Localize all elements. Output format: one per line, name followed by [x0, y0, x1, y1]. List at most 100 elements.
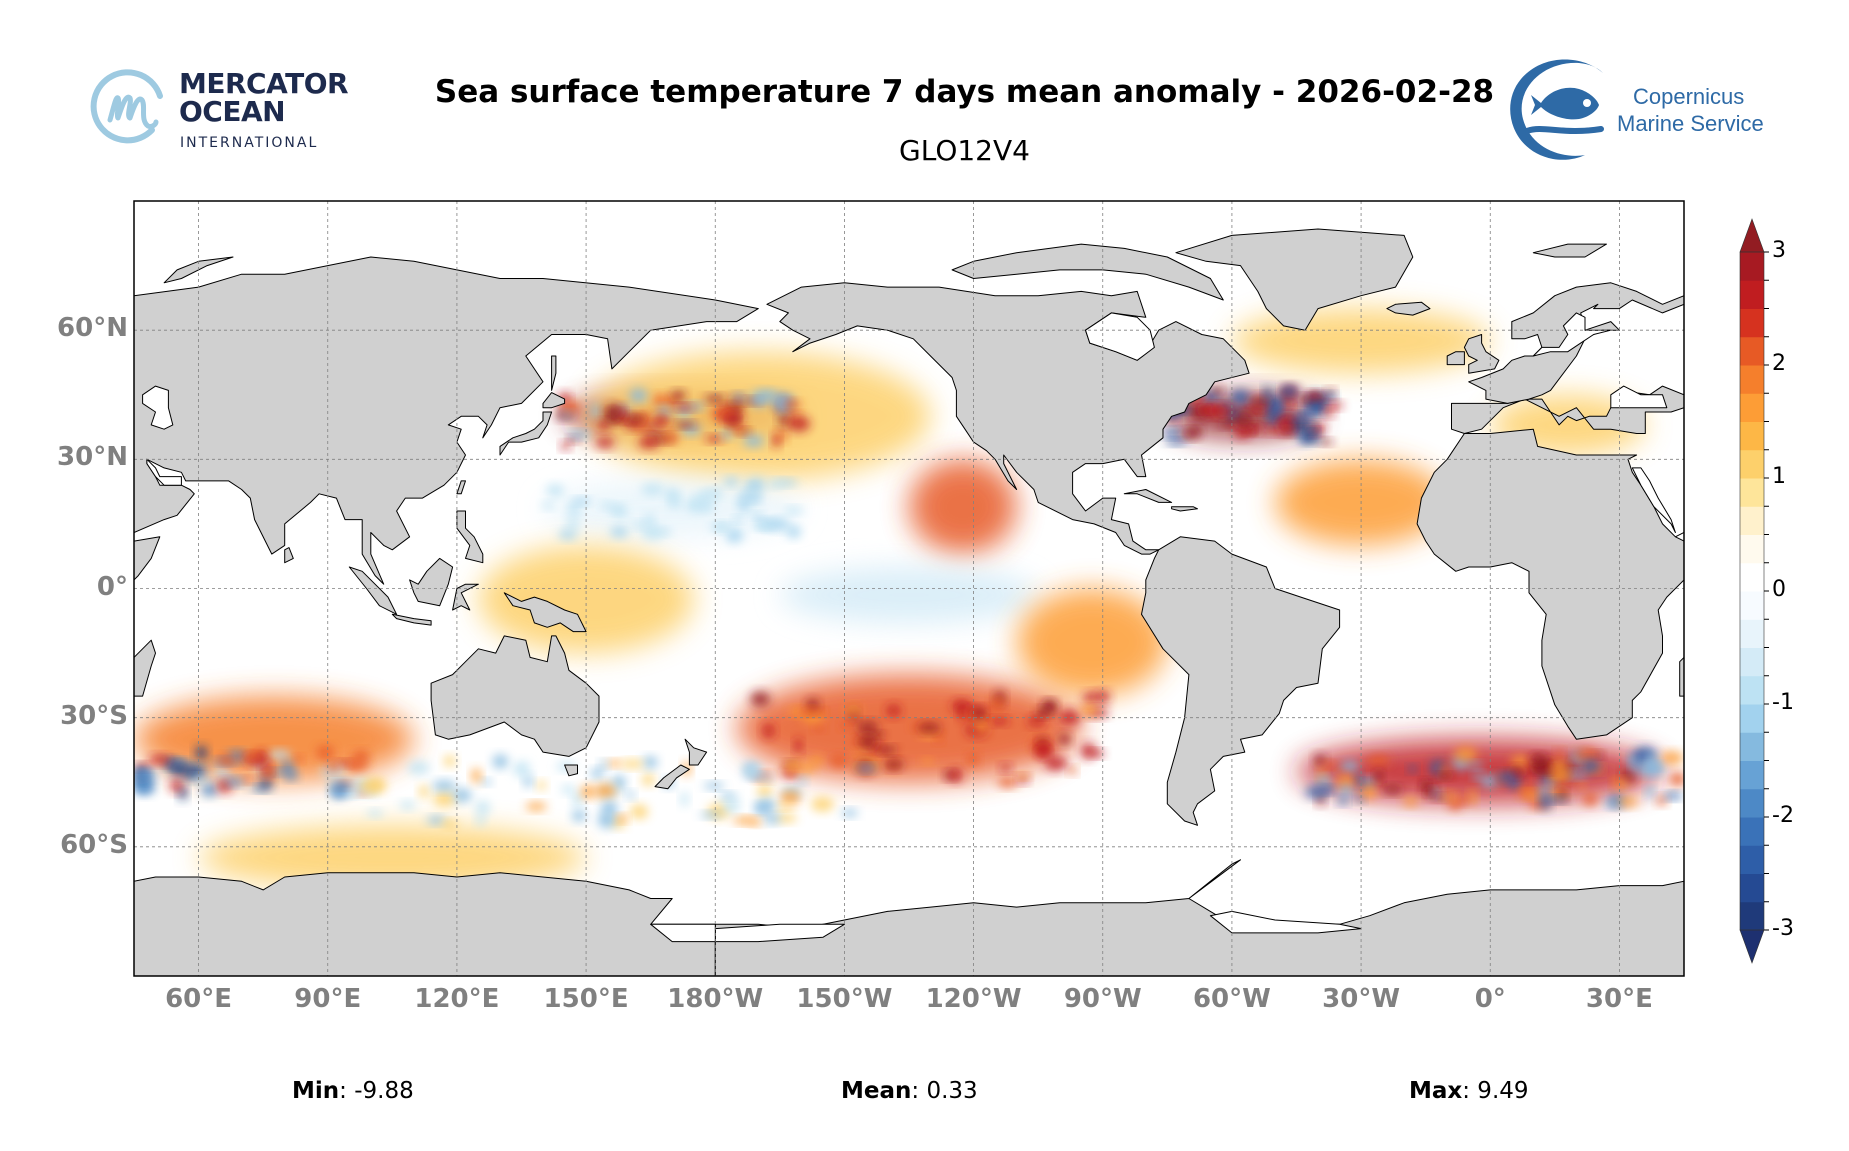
anomaly-eddy [858, 734, 877, 749]
anomaly-eddy [541, 501, 555, 510]
anomaly-eddy [722, 412, 745, 425]
anomaly-eddy [1497, 771, 1516, 783]
land-antarctica [134, 872, 716, 976]
anomaly-eddy [1288, 418, 1311, 433]
land-philippines [456, 510, 484, 564]
anomaly-eddy [625, 413, 646, 423]
colorbar-level [1740, 704, 1764, 733]
anomaly-eddy [268, 749, 291, 761]
stat-min: Min: -9.88 [292, 1078, 414, 1104]
land-taiwan [456, 480, 466, 495]
anomaly-eddy [201, 783, 218, 797]
colorbar-over-arrow [1739, 218, 1765, 253]
x-tick-label: 90°E [294, 984, 362, 1014]
anomaly-eddy [720, 792, 737, 800]
anomaly-eddy [1248, 395, 1270, 409]
anomaly-eddy [642, 756, 658, 769]
colorbar-level [1740, 817, 1764, 846]
anomaly-eddy [641, 524, 665, 540]
anomaly-eddy [840, 721, 852, 730]
anomaly-eddy [757, 784, 773, 798]
colorbar-under-arrow [1739, 929, 1765, 964]
anomaly-eddy [1212, 405, 1231, 417]
anomaly-eddy [1263, 386, 1272, 400]
colorbar-level [1740, 478, 1764, 507]
anomaly-eddy [743, 434, 765, 448]
stat-max-label: Max [1409, 1078, 1463, 1104]
anomaly-eddy [1340, 760, 1360, 773]
land-canadian-arctic [951, 243, 1224, 301]
anomaly-eddy [1279, 385, 1299, 398]
anomaly-eddy [1565, 770, 1588, 779]
anomaly-eddy [567, 430, 591, 439]
land-hispaniola [1171, 506, 1198, 512]
anomaly-eddy [1219, 420, 1238, 428]
x-tick-label: 90°W [1063, 984, 1142, 1014]
anomaly-eddy [621, 759, 645, 769]
colorbar-tick-label: 1 [1772, 464, 1786, 489]
anomaly-eddy [632, 521, 646, 529]
anomaly-eddy [630, 804, 649, 819]
anomaly-eddy [1470, 761, 1483, 769]
map-frame [133, 200, 1685, 977]
anomaly-eddy [776, 430, 788, 442]
anomaly-eddy [168, 763, 192, 777]
stat-max: Max: 9.49 [1409, 1078, 1529, 1104]
anomaly-eddy [1283, 400, 1294, 408]
anomaly-eddy [917, 723, 941, 734]
anomaly-eddy [525, 802, 547, 811]
anomaly-eddy [1212, 386, 1223, 396]
x-tick-label: 120°W [925, 984, 1022, 1014]
x-tick-label: 120°E [414, 984, 500, 1014]
anomaly-eddy [1645, 783, 1655, 799]
anomaly-eddy [1246, 407, 1266, 414]
anomaly-eddy [829, 754, 849, 768]
land-hokkaido [542, 392, 566, 409]
anomaly-eddy [786, 525, 801, 539]
anomaly-eddy [281, 760, 295, 776]
anomaly-eddy [224, 777, 245, 787]
land-masses [134, 228, 1684, 976]
anomaly-eddy [750, 691, 770, 707]
land-svalbard [1532, 243, 1607, 258]
anomaly-eddy [854, 749, 867, 756]
land-java [391, 613, 432, 626]
anomaly-eddy [673, 421, 697, 428]
anomaly-eddy [1382, 785, 1403, 795]
colorbar-level [1740, 280, 1764, 309]
anomaly-eddy [1355, 793, 1365, 803]
anomaly-eddy [990, 696, 1004, 713]
anomaly-eddy [1058, 709, 1081, 726]
anomaly-eddy [1555, 749, 1564, 758]
y-tick-label: 60°N [57, 313, 128, 344]
colorbar-level [1740, 393, 1764, 422]
anomaly-eddy [571, 810, 586, 822]
anomaly-eddy [1234, 425, 1252, 439]
colorbar-level [1740, 732, 1764, 761]
anomaly-eddy [1639, 766, 1659, 776]
anomaly-eddy [1531, 766, 1555, 774]
colorbar-level [1740, 421, 1764, 451]
anomaly-eddy [705, 435, 724, 443]
colorbar-level [1740, 365, 1764, 394]
land-south-america [1141, 536, 1341, 826]
land-sri-lanka [284, 547, 294, 564]
anomaly-eddy [607, 760, 623, 767]
anomaly-eddy [558, 529, 578, 540]
land-japan [499, 411, 553, 456]
colorbar-tick-label: 3 [1772, 238, 1786, 263]
anomaly-eddy [595, 783, 616, 799]
anomaly-eddy [580, 785, 597, 799]
anomaly-eddy [886, 704, 901, 718]
anomaly-eddy [1660, 751, 1684, 765]
colorbar-level [1740, 449, 1764, 479]
mercator-emblem-icon [90, 69, 163, 144]
anomaly-eddy [169, 779, 184, 793]
anomaly-eddy [1036, 708, 1051, 718]
anomaly-eddy [1323, 408, 1335, 417]
anomaly-eddy [756, 798, 776, 814]
anomaly-eddy [1163, 428, 1184, 438]
anomaly-eddy [571, 497, 592, 505]
anomaly-eddy [779, 790, 801, 805]
colorbar-level [1740, 760, 1764, 790]
